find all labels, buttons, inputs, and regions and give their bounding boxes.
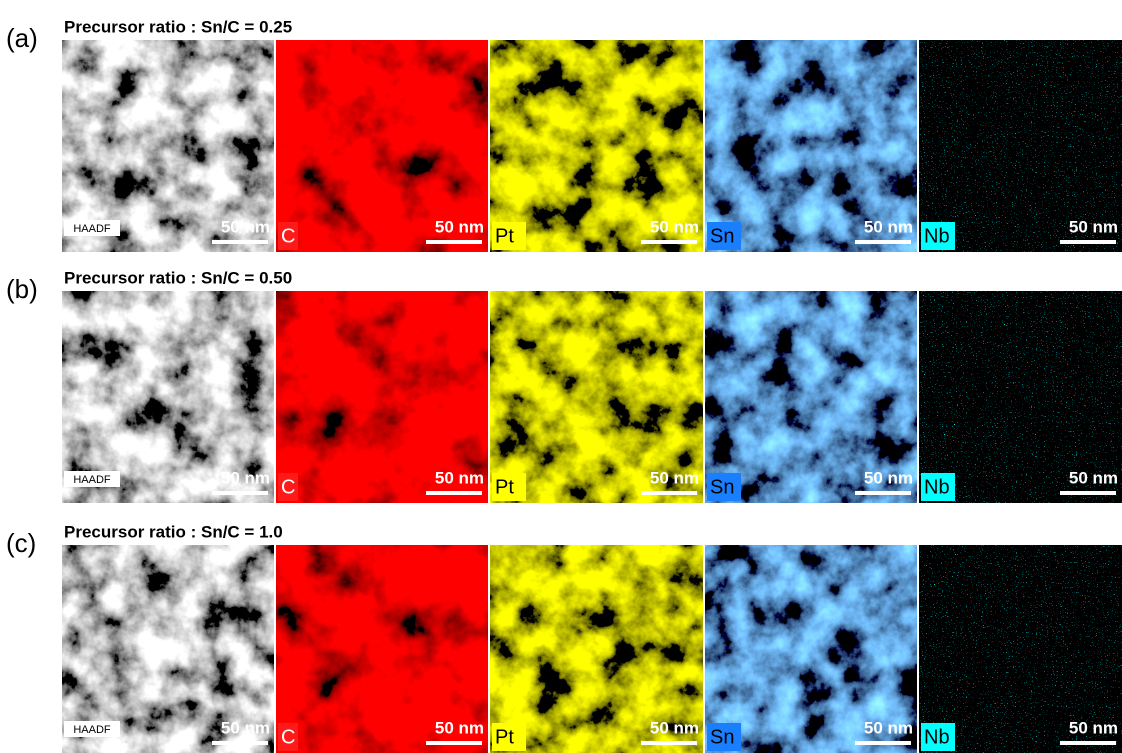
- scale-label: 50 nm: [650, 217, 699, 236]
- scale-label: 50 nm: [1069, 217, 1118, 236]
- map-panel: Nb 50 nm: [919, 545, 1122, 753]
- scale-label: 50 nm: [864, 468, 913, 487]
- map-panel: Sn 50 nm: [705, 40, 917, 252]
- scale-label: 50 nm: [435, 718, 484, 737]
- panel-label: HAADF: [73, 724, 111, 736]
- map-panel: Pt 50 nm: [490, 40, 703, 252]
- map-panel: C 50 nm: [276, 545, 488, 753]
- map-panel: Nb 50 nm: [919, 40, 1122, 252]
- map-panel: Nb 50 nm: [919, 291, 1122, 503]
- scale-label: 50 nm: [435, 217, 484, 236]
- map-panel: HAADF 50 nm: [62, 545, 274, 753]
- panel-label: Sn: [710, 476, 734, 498]
- map-panel: Sn 50 nm: [705, 545, 917, 753]
- scale-label: 50 nm: [221, 718, 270, 737]
- panel-label: C: [281, 225, 295, 247]
- row-label: (a): [6, 23, 38, 53]
- scale-label: 50 nm: [650, 468, 699, 487]
- scale-label: 50 nm: [864, 718, 913, 737]
- row-label: (c): [6, 528, 36, 558]
- scale-label: 50 nm: [1069, 718, 1118, 737]
- map-panel: C 50 nm: [276, 40, 488, 252]
- scale-label: 50 nm: [864, 217, 913, 236]
- panel-label: C: [281, 476, 295, 498]
- scale-label: 50 nm: [435, 468, 484, 487]
- panel-label: C: [281, 726, 295, 748]
- row-label: (b): [6, 274, 38, 304]
- map-panel: Pt 50 nm: [490, 291, 703, 503]
- panel-label: Nb: [924, 225, 950, 247]
- panel-label: Pt: [495, 225, 514, 247]
- scale-label: 50 nm: [221, 217, 270, 236]
- map-panel: HAADF 50 nm: [62, 40, 274, 252]
- row-title: Precursor ratio : Sn/C = 0.50: [64, 268, 292, 287]
- figure: (a) Precursor ratio : Sn/C = 0.25 HAADF 50 …: [0, 0, 1122, 753]
- scale-label: 50 nm: [1069, 468, 1118, 487]
- panel-label: Pt: [495, 476, 514, 498]
- panel-label: HAADF: [73, 474, 111, 486]
- scale-label: 50 nm: [650, 718, 699, 737]
- panel-label: Pt: [495, 726, 514, 748]
- row-title: Precursor ratio : Sn/C = 1.0: [64, 522, 283, 541]
- panel-label: Nb: [924, 726, 950, 748]
- scale-label: 50 nm: [221, 468, 270, 487]
- map-panel: C 50 nm: [276, 291, 488, 503]
- map-panel: Pt 50 nm: [490, 545, 703, 753]
- panel-label: HAADF: [73, 223, 111, 235]
- row-title: Precursor ratio : Sn/C = 0.25: [64, 17, 292, 36]
- map-panel: Sn 50 nm: [705, 291, 917, 503]
- panel-label: Nb: [924, 476, 950, 498]
- panel-label: Sn: [710, 225, 734, 247]
- map-panel: HAADF 50 nm: [62, 291, 274, 503]
- panel-label: Sn: [710, 726, 734, 748]
